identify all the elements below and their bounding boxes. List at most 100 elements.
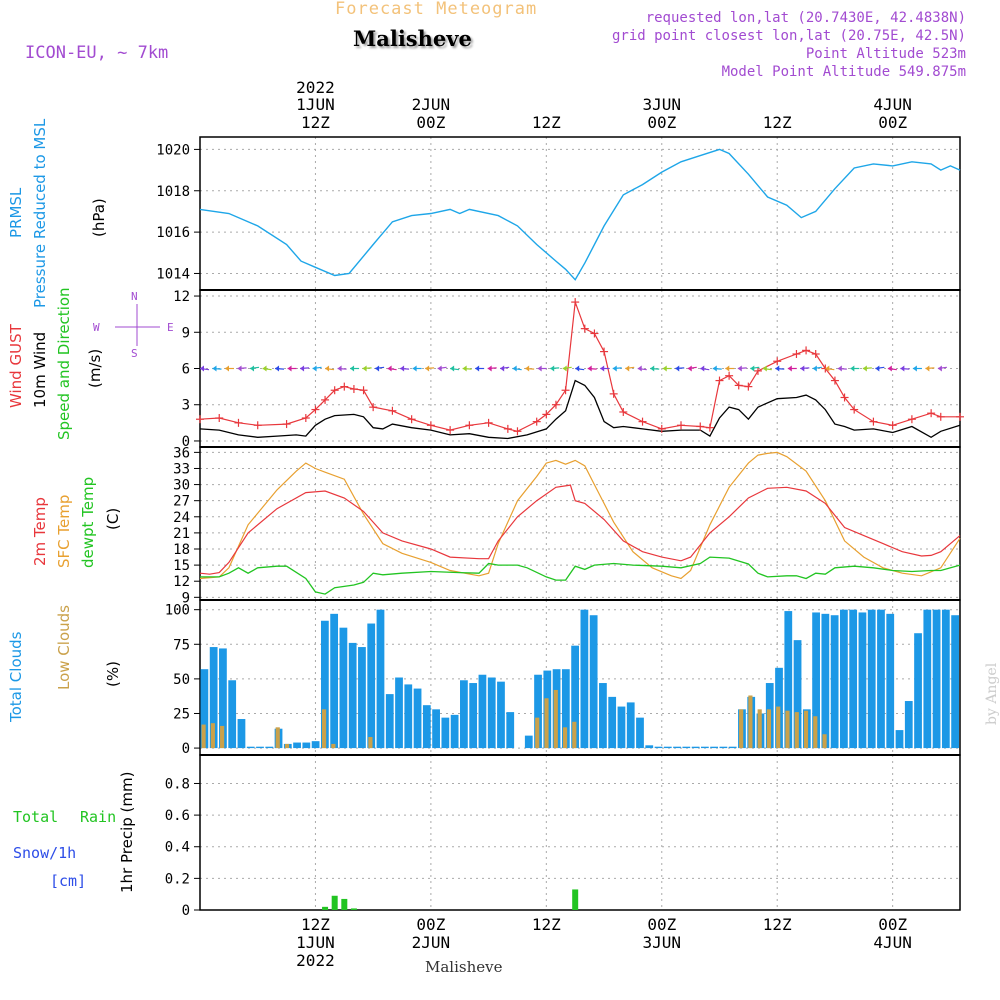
- total-cloud-bar: [589, 615, 598, 749]
- gust-marker: [196, 415, 204, 424]
- total-cloud-bar: [700, 746, 709, 749]
- wind-arrow-head: [587, 365, 592, 372]
- wind10m-line: [199, 379, 961, 440]
- total-cloud-bar: [385, 694, 394, 749]
- total-cloud-bar: [710, 746, 719, 749]
- top-hour-label: 12Z: [301, 113, 330, 132]
- wind-arrow-head: [800, 365, 805, 372]
- gust-marker: [542, 410, 551, 419]
- wind-arrow-head: [762, 365, 767, 372]
- gust-marker: [907, 415, 916, 424]
- gust-marker: [446, 426, 455, 435]
- temperature-panel-frame: [199, 446, 961, 601]
- wind-arrow-head: [337, 365, 342, 372]
- gust-marker: [609, 389, 618, 398]
- total-cloud-bar: [663, 746, 672, 749]
- gust-marker: [600, 347, 609, 356]
- total-cloud-bar: [395, 677, 403, 749]
- gust-marker: [580, 324, 589, 333]
- wind-arrow-head: [687, 365, 692, 372]
- total-cloud-bar: [561, 669, 570, 749]
- gust-marker: [638, 417, 647, 426]
- wind-arrow-head: [450, 365, 455, 372]
- y-tick-label: 0.2: [165, 871, 190, 887]
- gust-marker: [215, 414, 224, 423]
- gust-marker: [850, 405, 859, 414]
- gust-marker: [301, 414, 310, 423]
- total-cloud-bar: [256, 746, 264, 749]
- gust-marker: [619, 407, 628, 416]
- y-tick-label: 0: [182, 741, 190, 757]
- bottom-hour-label: 00Z: [416, 915, 445, 934]
- y-tick-label: 27: [173, 494, 190, 510]
- wind-arrow-head: [537, 365, 542, 372]
- gust-marker: [465, 421, 474, 430]
- total-cloud-bar: [311, 741, 320, 749]
- total-cloud-bar: [645, 745, 654, 749]
- rain-bar: [350, 908, 357, 910]
- total-cloud-bar: [626, 702, 635, 749]
- low-cloud-bar: [321, 709, 327, 749]
- low-cloud-bar: [368, 737, 373, 749]
- wind-arrow-head: [287, 365, 292, 372]
- y-tick-label: 25: [173, 706, 190, 722]
- total-cloud-bar: [617, 706, 626, 749]
- gust-marker: [234, 418, 243, 427]
- compass-n: N: [131, 290, 138, 303]
- total-cloud-bar: [821, 613, 830, 749]
- y-tick-label: 0: [182, 434, 190, 450]
- wind-arrow-head: [550, 365, 555, 372]
- y-tick-label: 3: [182, 398, 190, 414]
- low-cloud-bar: [284, 743, 290, 749]
- total-cloud-bar: [441, 717, 450, 749]
- gust-marker: [936, 412, 945, 421]
- total-cloud-bar: [923, 609, 932, 749]
- low-cloud-bar: [757, 709, 762, 749]
- wind-arrow-head: [812, 365, 817, 372]
- total-cloud-bar: [654, 746, 663, 749]
- low-cloud-bar: [553, 689, 558, 749]
- total-cloud-bar: [941, 609, 950, 749]
- point-altitude: Point Altitude 523m: [805, 46, 966, 62]
- gust-marker: [571, 298, 580, 307]
- snow-unit-label: [cm]: [50, 872, 87, 890]
- low-cloud-bar: [803, 710, 809, 749]
- y-tick-label: 9: [182, 325, 190, 341]
- wind-arrow-head: [625, 365, 630, 372]
- total-cloud-bar: [534, 674, 542, 749]
- total-cloud-bar: [867, 609, 876, 749]
- low-cloud-bar: [572, 721, 577, 749]
- low-cloud-bar: [535, 717, 540, 749]
- bottom-hour-label: 12Z: [532, 915, 561, 934]
- gust-marker: [311, 405, 320, 414]
- gust-marker: [388, 406, 397, 415]
- gust-marker: [349, 385, 358, 394]
- wind-arrow-head: [212, 365, 217, 372]
- gust-marker: [830, 376, 839, 385]
- total-cloud-bar: [367, 623, 376, 749]
- total-cloud-bar: [358, 647, 366, 749]
- gust-marker: [753, 366, 762, 375]
- total-cloud-bar: [914, 633, 922, 749]
- gust-marker: [888, 421, 897, 430]
- gust-marker: [253, 421, 262, 430]
- total-cloud-bar: [895, 730, 904, 749]
- wind-arrow-head: [862, 365, 867, 372]
- wind-arrow-head: [612, 365, 617, 372]
- y-tick-label: 24: [173, 510, 190, 526]
- total-cloud-bar: [460, 680, 468, 749]
- rain-bar: [322, 906, 329, 910]
- precip-panel-frame: [199, 754, 961, 911]
- t2m-line: [199, 484, 961, 575]
- gust-marker: [561, 386, 570, 395]
- y-tick-label: 1014: [156, 266, 190, 282]
- low-cloud-bar: [822, 734, 827, 749]
- y-tick-label: 1018: [156, 184, 190, 200]
- wind-arrow-head: [750, 365, 755, 372]
- gust-marker: [282, 420, 291, 429]
- y-tick-label: 12: [173, 574, 190, 590]
- gust-marker: [513, 427, 522, 436]
- total-cloud-bar: [330, 613, 339, 749]
- low-cloud-bar: [776, 706, 781, 749]
- wind-arrow-head: [362, 365, 367, 372]
